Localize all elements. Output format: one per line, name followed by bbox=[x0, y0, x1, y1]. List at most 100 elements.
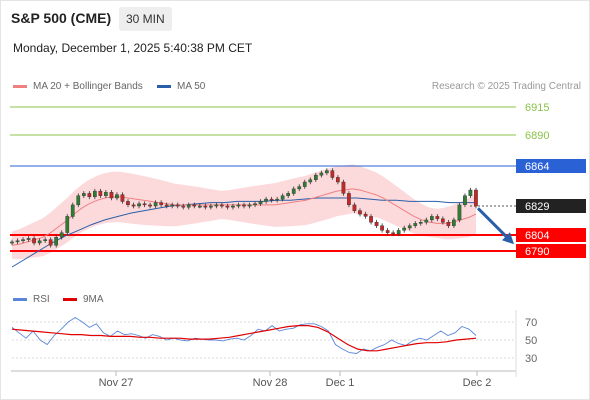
candle bbox=[435, 216, 440, 219]
candle bbox=[441, 218, 445, 223]
candle bbox=[142, 203, 147, 206]
candle bbox=[219, 204, 224, 207]
candle bbox=[164, 204, 169, 207]
candle bbox=[407, 225, 412, 229]
candle bbox=[308, 179, 313, 183]
candle bbox=[203, 205, 208, 208]
interval-badge[interactable]: 30 MIN bbox=[119, 7, 172, 31]
candle bbox=[208, 205, 213, 208]
candle bbox=[170, 204, 174, 207]
level-label-bg-6864 bbox=[516, 159, 586, 173]
legend-ma20: MA 20 + Bollinger Bands bbox=[13, 81, 143, 92]
candle bbox=[242, 204, 246, 207]
candle bbox=[26, 238, 31, 240]
candle bbox=[159, 202, 163, 206]
candle bbox=[424, 219, 429, 223]
rsi-ma-swatch bbox=[63, 298, 77, 301]
candle bbox=[148, 204, 152, 207]
chart-header: S&P 500 (CME) 30 MIN bbox=[0, 7, 590, 31]
candle bbox=[336, 177, 340, 183]
candle bbox=[247, 204, 252, 207]
candle bbox=[358, 210, 362, 215]
candle bbox=[109, 192, 114, 199]
candle bbox=[275, 198, 279, 201]
legend-ma50: MA 50 bbox=[157, 81, 205, 92]
candle bbox=[21, 239, 25, 242]
source-credit: Research © 2025 Trading Central bbox=[431, 81, 581, 92]
candle bbox=[115, 194, 119, 199]
level-label-6829: 6829 bbox=[525, 201, 549, 213]
candle bbox=[380, 225, 384, 231]
time-axis: Nov 27 Nov 28 Dec 1 Dec 2 bbox=[11, 310, 517, 389]
candle bbox=[59, 232, 64, 238]
candle bbox=[81, 193, 86, 196]
candle bbox=[325, 170, 329, 174]
candle bbox=[374, 221, 379, 226]
candle bbox=[369, 216, 373, 223]
time-label-dec-1: Dec 1 bbox=[326, 377, 355, 389]
rsi-tick-50: 50 bbox=[525, 335, 537, 347]
level-label-bg-6829 bbox=[516, 199, 586, 213]
forecast-arrow-shaft bbox=[476, 207, 510, 240]
level-label-6790: 6790 bbox=[525, 246, 549, 258]
instrument-title: S&P 500 (CME) bbox=[11, 10, 112, 26]
level-label-6915: 6915 bbox=[525, 102, 549, 114]
price-panel: 6915 6890 6864 6829 6804 6790 bbox=[10, 102, 586, 268]
candle bbox=[65, 216, 70, 233]
candle bbox=[352, 204, 357, 211]
candle bbox=[258, 201, 263, 204]
candle bbox=[87, 193, 92, 197]
candle bbox=[10, 241, 14, 244]
candle bbox=[153, 202, 158, 207]
ma50-line bbox=[11, 197, 476, 268]
candle bbox=[413, 223, 418, 226]
candle bbox=[98, 190, 103, 196]
candle bbox=[131, 204, 136, 207]
candle bbox=[103, 192, 108, 196]
level-label-6864: 6864 bbox=[525, 161, 549, 173]
candle bbox=[468, 189, 473, 196]
ma20-legend-label: MA 20 + Bollinger Bands bbox=[33, 81, 143, 92]
candle bbox=[43, 239, 47, 242]
candle bbox=[15, 240, 20, 243]
forecast-arrow-head bbox=[502, 232, 514, 245]
candle bbox=[48, 239, 53, 246]
rsi-ma-legend-label: 9MA bbox=[83, 294, 104, 305]
candle bbox=[314, 174, 318, 180]
level-label-bg-6790 bbox=[516, 244, 586, 258]
candle bbox=[37, 240, 42, 244]
rsi-line bbox=[11, 316, 477, 354]
rsi-legend-label: RSI bbox=[33, 294, 50, 305]
time-label-nov-27: Nov 27 bbox=[99, 377, 134, 389]
candle bbox=[76, 195, 81, 205]
rsi-tick-70: 70 bbox=[525, 317, 537, 329]
candle bbox=[186, 204, 191, 208]
candle bbox=[214, 204, 219, 207]
candle bbox=[474, 189, 478, 207]
candle bbox=[231, 205, 235, 208]
candle bbox=[396, 230, 401, 235]
time-label-dec-2: Dec 2 bbox=[463, 377, 492, 389]
candle bbox=[280, 195, 285, 200]
level-label-bg-6804 bbox=[516, 228, 586, 242]
candle bbox=[341, 181, 346, 194]
candle bbox=[253, 203, 257, 206]
rsi-panel: 70 50 30 bbox=[11, 316, 537, 365]
candle bbox=[391, 232, 395, 235]
candle bbox=[347, 193, 351, 205]
candle bbox=[175, 204, 180, 207]
candle bbox=[192, 204, 197, 207]
candle bbox=[137, 203, 141, 207]
candle bbox=[457, 204, 462, 221]
candle bbox=[120, 194, 125, 202]
candle bbox=[363, 213, 368, 217]
candle bbox=[330, 170, 335, 178]
candle bbox=[32, 238, 36, 244]
candle bbox=[297, 186, 302, 190]
candle bbox=[452, 219, 456, 226]
legend-rsi-ma: 9MA bbox=[63, 294, 104, 305]
candle bbox=[54, 237, 58, 246]
candle bbox=[286, 193, 290, 196]
candle bbox=[402, 227, 406, 231]
